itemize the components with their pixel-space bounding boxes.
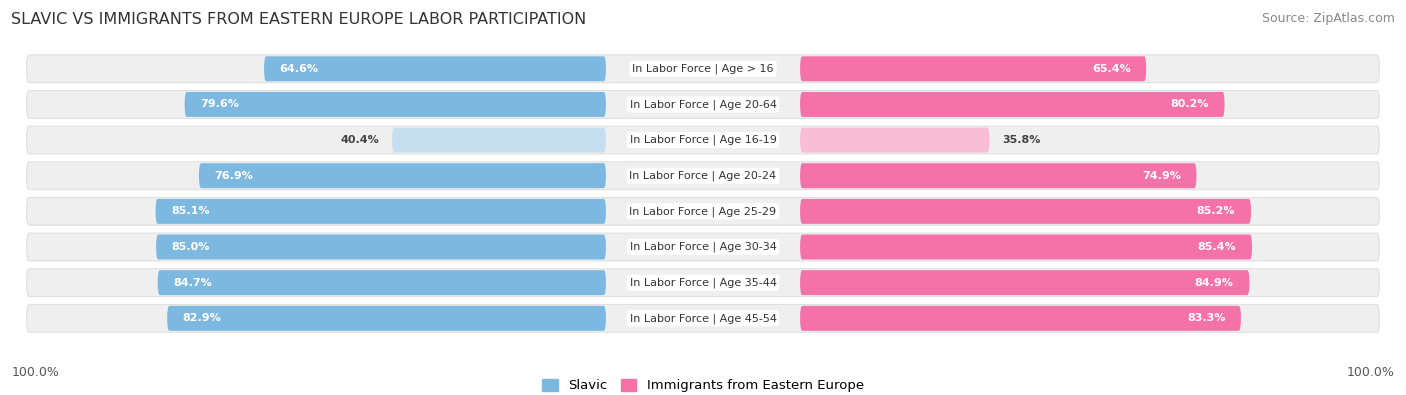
Text: 83.3%: 83.3% — [1187, 313, 1225, 324]
Text: 80.2%: 80.2% — [1170, 100, 1209, 109]
FancyBboxPatch shape — [800, 235, 1251, 260]
Text: In Labor Force | Age 16-19: In Labor Force | Age 16-19 — [630, 135, 776, 145]
Text: 100.0%: 100.0% — [11, 366, 59, 379]
Legend: Slavic, Immigrants from Eastern Europe: Slavic, Immigrants from Eastern Europe — [537, 373, 869, 395]
Text: 64.6%: 64.6% — [280, 64, 319, 74]
Text: 82.9%: 82.9% — [183, 313, 222, 324]
Text: In Labor Force | Age 45-54: In Labor Force | Age 45-54 — [630, 313, 776, 324]
Text: 84.9%: 84.9% — [1195, 278, 1233, 288]
FancyBboxPatch shape — [264, 56, 606, 81]
FancyBboxPatch shape — [184, 92, 606, 117]
FancyBboxPatch shape — [27, 90, 1379, 118]
Text: Source: ZipAtlas.com: Source: ZipAtlas.com — [1261, 12, 1395, 25]
FancyBboxPatch shape — [27, 55, 1379, 83]
FancyBboxPatch shape — [800, 199, 1251, 224]
FancyBboxPatch shape — [156, 235, 606, 260]
FancyBboxPatch shape — [800, 306, 1241, 331]
Text: In Labor Force | Age 25-29: In Labor Force | Age 25-29 — [630, 206, 776, 216]
FancyBboxPatch shape — [800, 92, 1225, 117]
Text: 65.4%: 65.4% — [1092, 64, 1130, 74]
FancyBboxPatch shape — [800, 128, 990, 152]
Text: SLAVIC VS IMMIGRANTS FROM EASTERN EUROPE LABOR PARTICIPATION: SLAVIC VS IMMIGRANTS FROM EASTERN EUROPE… — [11, 12, 586, 27]
FancyBboxPatch shape — [167, 306, 606, 331]
Text: 85.2%: 85.2% — [1197, 206, 1236, 216]
FancyBboxPatch shape — [27, 126, 1379, 154]
FancyBboxPatch shape — [800, 270, 1250, 295]
FancyBboxPatch shape — [27, 162, 1379, 190]
Text: 74.9%: 74.9% — [1142, 171, 1181, 181]
Text: 40.4%: 40.4% — [340, 135, 380, 145]
FancyBboxPatch shape — [27, 233, 1379, 261]
Text: 79.6%: 79.6% — [200, 100, 239, 109]
FancyBboxPatch shape — [157, 270, 606, 295]
FancyBboxPatch shape — [156, 199, 606, 224]
FancyBboxPatch shape — [27, 269, 1379, 297]
Text: In Labor Force | Age 35-44: In Labor Force | Age 35-44 — [630, 277, 776, 288]
Text: 35.8%: 35.8% — [1002, 135, 1040, 145]
Text: 85.4%: 85.4% — [1198, 242, 1236, 252]
Text: In Labor Force | Age 20-64: In Labor Force | Age 20-64 — [630, 99, 776, 110]
Text: 100.0%: 100.0% — [1347, 366, 1395, 379]
Text: 85.0%: 85.0% — [172, 242, 209, 252]
FancyBboxPatch shape — [392, 128, 606, 152]
FancyBboxPatch shape — [198, 163, 606, 188]
Text: In Labor Force | Age 30-34: In Labor Force | Age 30-34 — [630, 242, 776, 252]
Text: 85.1%: 85.1% — [172, 206, 209, 216]
Text: 84.7%: 84.7% — [173, 278, 212, 288]
Text: In Labor Force | Age 20-24: In Labor Force | Age 20-24 — [630, 171, 776, 181]
FancyBboxPatch shape — [800, 56, 1146, 81]
FancyBboxPatch shape — [27, 198, 1379, 225]
FancyBboxPatch shape — [27, 305, 1379, 332]
Text: In Labor Force | Age > 16: In Labor Force | Age > 16 — [633, 64, 773, 74]
FancyBboxPatch shape — [800, 163, 1197, 188]
Text: 76.9%: 76.9% — [215, 171, 253, 181]
